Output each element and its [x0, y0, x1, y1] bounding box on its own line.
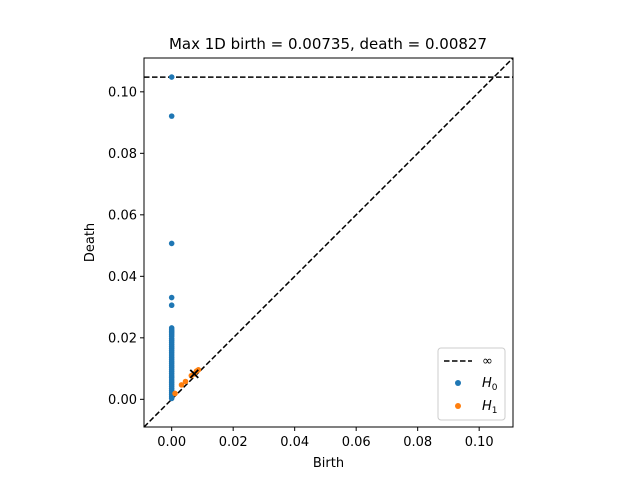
x-axis-label: Birth: [313, 456, 344, 471]
h0-point: [168, 240, 175, 247]
axes: 0.00 0.02 0.04 0.06 0.08 0.10 0.00 0.02 0.04 0.06…: [108, 85, 494, 450]
h0-point: [168, 294, 175, 301]
y-tick-label: 0.08: [108, 147, 137, 162]
y-tick-label: 0.02: [108, 331, 137, 346]
marks: [144, 58, 513, 427]
legend-h0-base: H: [482, 376, 492, 391]
h1-point: [178, 382, 185, 388]
y-axis-label: Death: [83, 223, 98, 262]
x-tick-label: 0.02: [219, 435, 248, 450]
h1-point: [172, 390, 178, 397]
x-tick-label: 0.08: [403, 435, 432, 450]
h0-point: [168, 302, 175, 309]
h0-point: [168, 113, 175, 119]
legend-h0-swatch: [455, 380, 461, 386]
legend-box: [437, 347, 506, 421]
diagonal-line: [144, 58, 513, 427]
legend-h0-sub: 0: [492, 383, 498, 393]
legend-h1-base: H: [482, 399, 492, 414]
chart-title: Max 1D birth = 0.00735, death = 0.00827: [169, 35, 487, 53]
h0-point: [168, 395, 175, 402]
x-tick-label: 0.06: [342, 435, 371, 450]
x-tick-label: 0.10: [465, 435, 494, 450]
max-h1-marker: [189, 369, 199, 379]
legend-h1-sub: 1: [492, 406, 498, 416]
plot-area: [143, 57, 514, 428]
legend-infinity-label: ∞: [482, 354, 493, 369]
legend-h1-swatch: [455, 403, 461, 409]
plot-frame: [143, 57, 514, 428]
y-tick-label: 0.04: [108, 270, 137, 285]
legend-h0-label: H0: [482, 376, 498, 393]
x-tick-label: 0.00: [157, 435, 186, 450]
legend: ∞ H0 H1: [437, 347, 506, 421]
y-tick-label: 0.10: [108, 85, 137, 100]
x-tick-label: 0.04: [280, 435, 309, 450]
legend-h1-label: H1: [482, 399, 498, 416]
y-tick-label: 0.00: [108, 393, 137, 408]
h1-point: [182, 378, 189, 385]
y-tick-label: 0.06: [108, 208, 137, 223]
h0-point: [168, 74, 175, 80]
